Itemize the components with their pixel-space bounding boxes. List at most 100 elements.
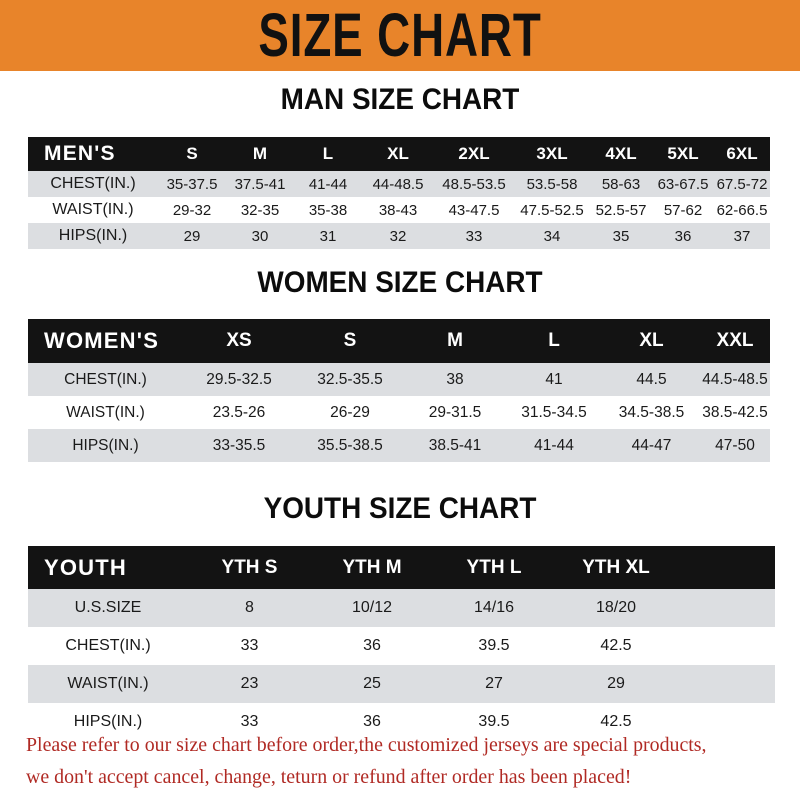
men-row-label-hips: HIPS(IN.) [58, 227, 128, 244]
table-cell: 23.5-26 [212, 403, 266, 421]
youth-col-header-yth-m: YTH M [342, 556, 402, 578]
table-row: HIPS(IN.) 33 36 39.5 42.5 [28, 703, 775, 741]
men-corner-label: MEN'S [44, 142, 116, 165]
table-cell: 36 [363, 713, 381, 730]
men-col-header-xl: XL [387, 144, 409, 163]
table-cell: 10/12 [351, 599, 393, 616]
table-cell: 67.5-72 [716, 175, 768, 193]
table-cell: 47.5-52.5 [520, 201, 584, 219]
table-row: CHEST(IN.) 33 36 39.5 42.5 [28, 627, 775, 665]
youth-row-label-hips: HIPS(IN.) [73, 713, 143, 730]
youth-size-table: YOUTH YTH S YTH M YTH L YTH XL U.S.SIZE … [28, 546, 775, 741]
table-cell: 52.5-57 [595, 201, 647, 219]
women-row-label-chest: CHEST(IN.) [64, 370, 147, 388]
table-row: WAIST(IN.) 23.5-26 26-29 29-31.5 31.5-34… [28, 396, 770, 429]
men-table-header-row: MEN'S S M L XL 2XL 3XL 4XL 5XL 6XL [28, 137, 770, 171]
table-cell: 38.5-41 [428, 436, 482, 454]
table-cell: 27 [485, 675, 503, 692]
page-banner: SIZE CHART [0, 0, 800, 71]
table-cell: 29-31.5 [428, 403, 482, 421]
women-col-header-m: M [447, 330, 463, 351]
men-size-table: MEN'S S M L XL 2XL 3XL 4XL 5XL 6XL CHEST… [28, 137, 770, 249]
women-col-header-xxl: XXL [716, 330, 754, 351]
men-col-header-4xl: 4XL [605, 144, 637, 163]
table-cell: 33 [240, 637, 259, 654]
men-col-header-3xl: 3XL [536, 144, 568, 163]
table-cell: 32.5-35.5 [317, 370, 383, 388]
men-row-label-waist: WAIST(IN.) [52, 201, 134, 218]
women-corner-label: WOMEN'S [44, 328, 160, 353]
youth-table-header-row: YOUTH YTH S YTH M YTH L YTH XL [28, 546, 775, 589]
order-policy-line-1: Please refer to our size chart before or… [26, 734, 707, 756]
order-policy-note: Please refer to our size chart before or… [26, 730, 759, 794]
table-cell: 58-63 [601, 175, 641, 193]
table-row: HIPS(IN.) 33-35.5 35.5-38.5 38.5-41 41-4… [28, 429, 770, 462]
table-row: HIPS(IN.) 29 30 31 32 33 34 35 36 37 [28, 223, 770, 249]
youth-col-header-yth-s: YTH S [221, 556, 278, 578]
table-cell: 41-44 [534, 436, 574, 454]
table-cell: 26-29 [330, 403, 370, 421]
table-cell: 36 [674, 227, 692, 245]
table-row: U.S.SIZE 8 10/12 14/16 18/20 [28, 589, 775, 627]
table-cell: 38 [446, 370, 464, 388]
page-title: SIZE CHART [258, 1, 542, 70]
table-cell: 47-50 [715, 436, 755, 454]
table-cell: 44.5-48.5 [702, 370, 768, 388]
men-col-header-l: L [322, 144, 334, 163]
table-cell: 37 [733, 227, 751, 245]
table-cell: 29 [183, 227, 201, 245]
table-cell: 38.5-42.5 [702, 403, 768, 421]
table-cell: 53.5-58 [526, 175, 578, 193]
table-cell: 44-48.5 [372, 175, 424, 193]
women-table-header-row: WOMEN'S XS S M L XL XXL [28, 319, 770, 363]
order-policy-line-2: we don't accept cancel, change, teturn o… [26, 765, 632, 788]
table-cell: 30 [251, 227, 269, 245]
table-cell: 41-44 [308, 175, 348, 193]
table-cell: 8 [245, 599, 254, 616]
youth-row-label-waist: WAIST(IN.) [67, 675, 149, 692]
youth-row-label-us-size: U.S.SIZE [74, 599, 142, 616]
section-title-women: WOMEN SIZE CHART [257, 266, 543, 299]
section-title-youth: YOUTH SIZE CHART [263, 492, 537, 525]
table-cell-spacer [677, 589, 775, 627]
women-row-label-waist: WAIST(IN.) [66, 403, 145, 421]
table-cell: 37.5-41 [234, 175, 286, 193]
women-row-label-hips: HIPS(IN.) [72, 436, 139, 454]
table-cell: 14/16 [473, 599, 515, 616]
table-cell: 39.5 [478, 713, 510, 730]
youth-col-header-spacer [677, 546, 775, 589]
section-title-man: MAN SIZE CHART [280, 83, 520, 116]
table-row: WAIST(IN.) 29-32 32-35 35-38 38-43 43-47… [28, 197, 770, 223]
men-col-header-m: M [252, 144, 268, 163]
table-cell-spacer [677, 627, 775, 665]
men-col-header-5xl: 5XL [667, 144, 699, 163]
table-cell: 29.5-32.5 [206, 370, 272, 388]
table-cell: 29 [607, 675, 625, 692]
table-cell: 34 [543, 227, 561, 245]
table-row: CHEST(IN.) 29.5-32.5 32.5-35.5 38 41 44.… [28, 363, 770, 396]
table-cell: 35 [612, 227, 630, 245]
table-cell: 42.5 [600, 637, 632, 654]
men-row-label-chest: CHEST(IN.) [50, 175, 136, 192]
women-col-header-xs: XS [226, 330, 252, 351]
table-cell: 25 [363, 675, 381, 692]
youth-row-label-chest: CHEST(IN.) [65, 637, 151, 654]
table-cell: 35.5-38.5 [317, 436, 383, 454]
table-cell: 57-62 [663, 201, 703, 219]
table-cell: 32 [389, 227, 407, 245]
table-cell: 44-47 [631, 436, 672, 454]
table-cell: 39.5 [478, 637, 510, 654]
women-size-table: WOMEN'S XS S M L XL XXL CHEST(IN.) 29.5-… [28, 319, 770, 462]
table-cell: 48.5-53.5 [442, 175, 506, 193]
table-cell: 18/20 [595, 599, 637, 616]
table-row: CHEST(IN.) 35-37.5 37.5-41 41-44 44-48.5… [28, 171, 770, 197]
table-cell: 34.5-38.5 [618, 403, 685, 421]
table-cell: 23 [240, 675, 259, 692]
men-col-header-6xl: 6XL [726, 144, 758, 163]
table-cell: 32-35 [240, 201, 280, 219]
table-cell: 31.5-34.5 [521, 403, 587, 421]
table-cell-spacer [677, 665, 775, 703]
youth-col-header-yth-l: YTH L [466, 556, 522, 578]
table-cell: 29-32 [172, 201, 212, 219]
